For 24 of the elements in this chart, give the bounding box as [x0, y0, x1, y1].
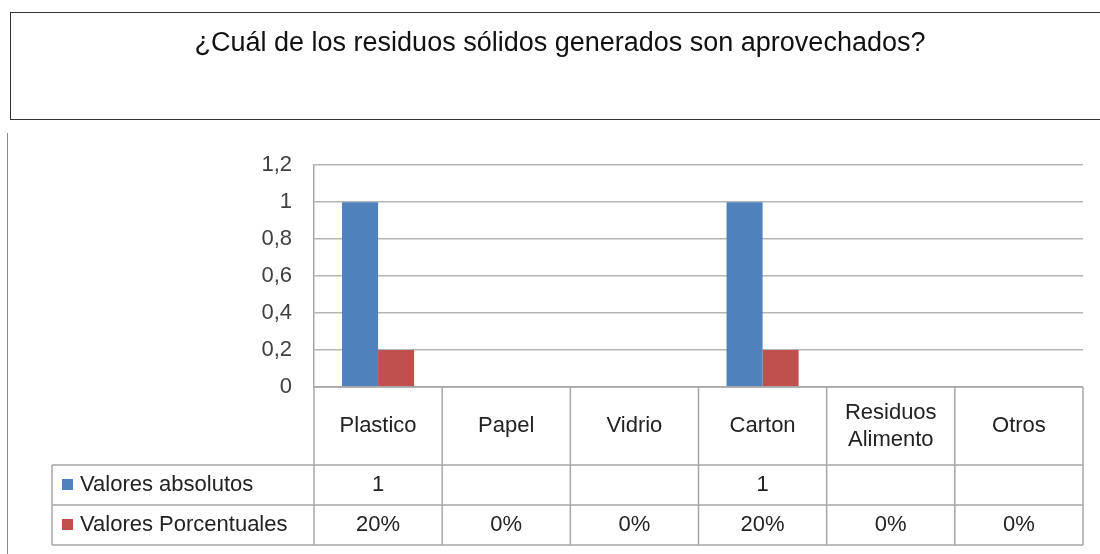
data-label: 20%	[356, 511, 401, 537]
data-label: 1	[756, 471, 769, 497]
y-tick-label: 0	[279, 373, 292, 399]
y-tick-label: 0,6	[261, 262, 292, 288]
x-tick-label: Papel	[478, 412, 535, 438]
data-label: 0%	[1003, 511, 1035, 537]
legend-label: Valores absolutos	[80, 471, 254, 497]
y-tick-label: 0,2	[261, 336, 292, 362]
data-label: 0%	[874, 511, 907, 537]
x-tick-label: Otros	[992, 412, 1046, 438]
legend-label: Valores Porcentuales	[80, 511, 288, 537]
x-tick-label: Residuos Alimento	[844, 398, 937, 451]
y-tick-label: 1	[279, 188, 292, 214]
data-label: 0%	[618, 511, 651, 537]
chart-title: ¿Cuál de los residuos sólidos generados son aprovechados?	[194, 27, 926, 57]
x-tick-label: Carton	[729, 412, 796, 438]
data-label: 1	[371, 471, 385, 497]
y-tick-label: 1,2	[261, 151, 292, 177]
x-tick-label: Plastico	[339, 412, 417, 438]
y-tick-label: 0,4	[261, 299, 292, 325]
y-tick-label: 0,8	[261, 225, 292, 251]
x-tick-label: Vidrio	[606, 412, 663, 438]
data-label: 0%	[490, 511, 523, 537]
data-label: 20%	[740, 511, 785, 537]
